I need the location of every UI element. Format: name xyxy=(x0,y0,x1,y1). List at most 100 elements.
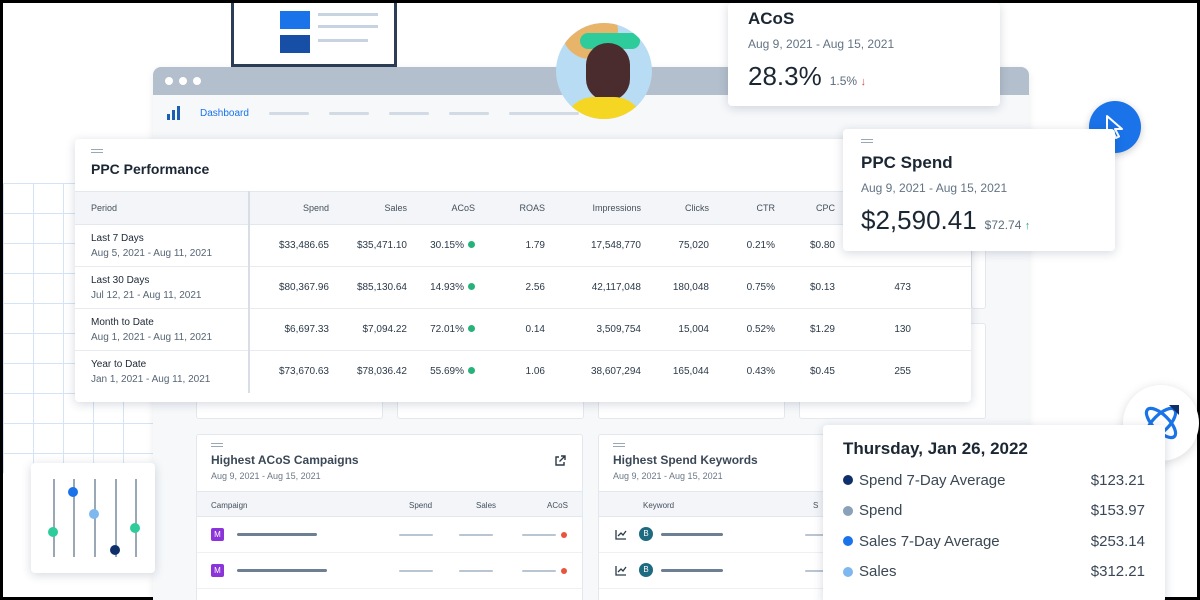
chart-trend-icon[interactable] xyxy=(615,529,627,540)
tooltip-value: $253.14 xyxy=(1090,532,1145,550)
slider-knob[interactable] xyxy=(48,527,58,537)
table-row[interactable]: Month to Date Aug 1, 2021 - Aug 11, 2021 … xyxy=(75,308,971,351)
impressions-cell: 38,607,294 xyxy=(590,366,641,378)
spend-cell: $33,486.65 xyxy=(249,224,337,267)
slider-knob[interactable] xyxy=(130,523,140,533)
column-header[interactable]: CPC xyxy=(783,191,843,225)
table-row[interactable]: Last 7 Days Aug 5, 2021 - Aug 11, 2021 $3… xyxy=(75,224,971,267)
status-dot-icon xyxy=(561,568,567,574)
sales-cell: $35,471.10 xyxy=(337,224,415,267)
drag-handle-icon[interactable] xyxy=(861,139,873,143)
sales-cell: $7,094.22 xyxy=(337,308,415,351)
column-header[interactable]: Spend xyxy=(409,501,433,510)
keyword-placeholder xyxy=(661,533,723,536)
column-header[interactable]: S xyxy=(813,501,819,510)
period-range: Jan 1, 2021 - Aug 11, 2021 xyxy=(91,373,211,385)
extra-cell: 255 xyxy=(894,366,911,378)
column-header[interactable]: Sales xyxy=(476,501,497,510)
table-row[interactable]: B xyxy=(599,553,857,589)
cpc-cell: $1.29 xyxy=(783,308,843,351)
window-dot[interactable] xyxy=(165,77,173,85)
table-row[interactable]: M xyxy=(197,553,582,589)
column-header[interactable]: ROAS xyxy=(483,191,553,225)
status-dot-icon xyxy=(468,325,475,332)
table-row[interactable]: Last 30 Days Jul 12, 21 - Aug 11, 2021 $8… xyxy=(75,266,971,309)
tooltip-label: Sales xyxy=(859,563,897,581)
ppc-performance-title: PPC Performance xyxy=(91,161,210,177)
column-header[interactable]: ACoS xyxy=(415,191,483,225)
app-logo-icon[interactable] xyxy=(167,106,180,120)
acos-title: ACoS xyxy=(748,9,795,28)
drag-handle-icon[interactable] xyxy=(211,443,223,447)
nav-placeholder xyxy=(268,111,309,115)
nav-placeholder xyxy=(448,111,489,115)
acos-date-range: Aug 9, 2021 - Aug 15, 2021 xyxy=(748,37,895,51)
ppc-spend-date-range: Aug 9, 2021 - Aug 15, 2021 xyxy=(861,181,1008,195)
status-dot-icon xyxy=(468,241,475,248)
chart-trend-icon[interactable] xyxy=(615,565,627,576)
table-row[interactable]: M xyxy=(197,517,582,553)
ctr-cell: 0.21% xyxy=(717,224,783,267)
panel-date-range: Aug 9, 2021 - Aug 15, 2021 xyxy=(613,471,723,481)
panel-date-range: Aug 9, 2021 - Aug 15, 2021 xyxy=(211,471,321,481)
external-link-icon[interactable] xyxy=(554,455,566,467)
column-header[interactable]: ACoS xyxy=(547,501,568,510)
column-header[interactable]: Keyword xyxy=(643,501,675,510)
slider-knob[interactable] xyxy=(89,509,99,519)
cpc-cell: $0.45 xyxy=(809,366,835,378)
cpc-cell: $0.13 xyxy=(783,266,843,309)
roas-cell: 1.06 xyxy=(525,366,545,378)
tooltip-row: Spend 7-Day Average $123.21 xyxy=(843,465,1145,496)
column-header[interactable]: Clicks xyxy=(649,191,717,225)
value-placeholder xyxy=(459,534,493,536)
legend-swatch xyxy=(843,505,853,516)
window-dot[interactable] xyxy=(179,77,187,85)
tooltip-value: $312.21 xyxy=(1090,563,1145,581)
period-name: Last 7 Days xyxy=(91,232,144,244)
table-header-row: Period Spend Sales ACoS ROAS Impressions… xyxy=(75,191,971,225)
drag-handle-icon[interactable] xyxy=(613,443,625,447)
acos-value: 28.3% xyxy=(748,61,822,91)
marketplace-badge: M xyxy=(211,528,224,541)
clicks-cell: 15,004 xyxy=(649,308,717,351)
status-dot-icon xyxy=(561,532,567,538)
nav-placeholder xyxy=(508,111,579,115)
slider-knob[interactable] xyxy=(68,487,78,497)
clicks-cell: 165,044 xyxy=(672,366,709,378)
ctr-cell: 0.43% xyxy=(746,366,775,378)
table-row[interactable]: Year to Date Jan 1, 2021 - Aug 11, 2021 $… xyxy=(75,350,971,393)
arrow-up-icon: ↑ xyxy=(1024,220,1031,232)
column-header[interactable]: Sales xyxy=(337,191,415,225)
ppc-spend-card: PPC Spend Aug 9, 2021 - Aug 15, 2021 $2,… xyxy=(843,129,1115,251)
ctr-cell: 0.75% xyxy=(717,266,783,309)
tooltip-label: Spend xyxy=(859,502,903,520)
ppc-spend-value: $2,590.41 xyxy=(861,205,977,235)
column-header[interactable]: Period xyxy=(75,191,250,225)
impressions-cell: 42,117,048 xyxy=(553,266,649,309)
extra-cell: 473 xyxy=(843,266,971,309)
legend-swatch xyxy=(843,536,853,547)
value-placeholder xyxy=(805,570,835,572)
nav-placeholder xyxy=(388,111,429,115)
column-header[interactable]: Impressions xyxy=(553,191,649,225)
cpc-cell: $0.80 xyxy=(783,224,843,267)
table-row[interactable]: M xyxy=(197,589,582,600)
acos-cell: 72.01% xyxy=(415,308,483,351)
tooltip-date: Thursday, Jan 26, 2022 xyxy=(843,439,1028,458)
nav-dashboard-link[interactable]: Dashboard xyxy=(200,107,249,119)
spend-cell: $73,670.63 xyxy=(278,366,329,378)
ghost-panel xyxy=(971,243,986,309)
column-header[interactable]: Campaign xyxy=(211,501,248,510)
slider-knob[interactable] xyxy=(110,545,120,555)
window-dot[interactable] xyxy=(193,77,201,85)
impressions-cell: 17,548,770 xyxy=(553,224,649,267)
period-name: Month to Date xyxy=(91,316,154,328)
table-row[interactable]: B xyxy=(599,517,857,553)
drag-handle-icon[interactable] xyxy=(91,149,103,153)
acos-cell: 30.15% xyxy=(415,224,483,267)
chart-tooltip-card: Thursday, Jan 26, 2022 Spend 7-Day Avera… xyxy=(823,425,1165,600)
roas-cell: 2.56 xyxy=(483,266,553,309)
value-placeholder xyxy=(522,570,556,572)
column-header[interactable]: Spend xyxy=(249,191,337,225)
column-header[interactable]: CTR xyxy=(717,191,783,225)
